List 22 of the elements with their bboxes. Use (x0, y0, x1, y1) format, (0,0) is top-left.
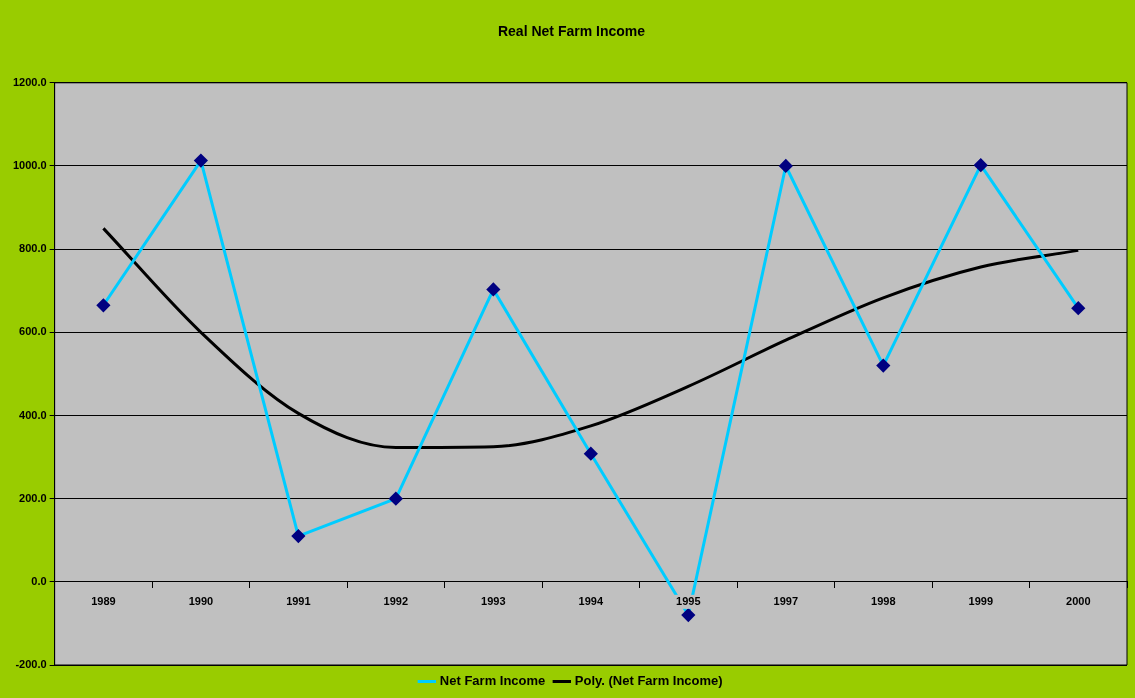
x-tick-label: 1998 (871, 594, 896, 607)
x-tick-label: 1992 (383, 594, 409, 607)
x-tick-label: 1991 (286, 594, 311, 607)
legend-label: Net Farm Income (439, 673, 546, 689)
x-tick-label: 1997 (773, 594, 799, 607)
y-tick-label: 1200.0 (12, 75, 47, 88)
x-tick-label: 1995 (676, 594, 701, 607)
y-tick-label: -200.0 (15, 658, 47, 671)
x-tick-label: 1994 (578, 594, 604, 607)
y-tick-label: 200.0 (19, 491, 47, 504)
chart-title: Real Net Farm Income (497, 23, 646, 40)
y-tick-label: 0.0 (31, 574, 47, 587)
y-tick-label: 800.0 (19, 242, 47, 255)
y-tick-label: 1000.0 (12, 159, 47, 171)
y-tick-label: 400.0 (19, 408, 47, 421)
x-tick-label: 1989 (91, 594, 116, 607)
x-tick-label: 1990 (188, 594, 214, 607)
legend-label: Poly. (Net Farm Income) (574, 673, 723, 689)
x-tick-label: 1999 (968, 594, 994, 607)
x-tick-label: 2000 (1066, 594, 1091, 607)
x-tick-label: 1993 (481, 594, 506, 607)
y-tick-label: 600.0 (19, 325, 47, 338)
